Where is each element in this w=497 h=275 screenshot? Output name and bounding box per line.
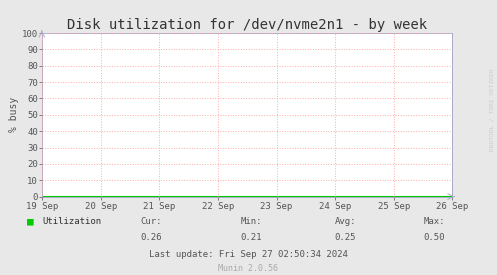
Text: 0.26: 0.26 (141, 233, 163, 242)
Text: 0.21: 0.21 (240, 233, 262, 242)
Text: RRDTOOL / TOBI OETIKER: RRDTOOL / TOBI OETIKER (490, 69, 495, 151)
Text: ■: ■ (27, 216, 34, 226)
Text: Last update: Fri Sep 27 02:50:34 2024: Last update: Fri Sep 27 02:50:34 2024 (149, 250, 348, 259)
Text: Min:: Min: (240, 217, 262, 226)
Text: Utilization: Utilization (42, 217, 101, 226)
Text: 0.50: 0.50 (423, 233, 445, 242)
Text: Max:: Max: (423, 217, 445, 226)
Text: Munin 2.0.56: Munin 2.0.56 (219, 265, 278, 273)
Text: Avg:: Avg: (334, 217, 356, 226)
Title: Disk utilization for /dev/nvme2n1 - by week: Disk utilization for /dev/nvme2n1 - by w… (67, 18, 427, 32)
Text: 0.25: 0.25 (334, 233, 356, 242)
Text: Cur:: Cur: (141, 217, 163, 226)
Y-axis label: % busy: % busy (9, 97, 19, 133)
